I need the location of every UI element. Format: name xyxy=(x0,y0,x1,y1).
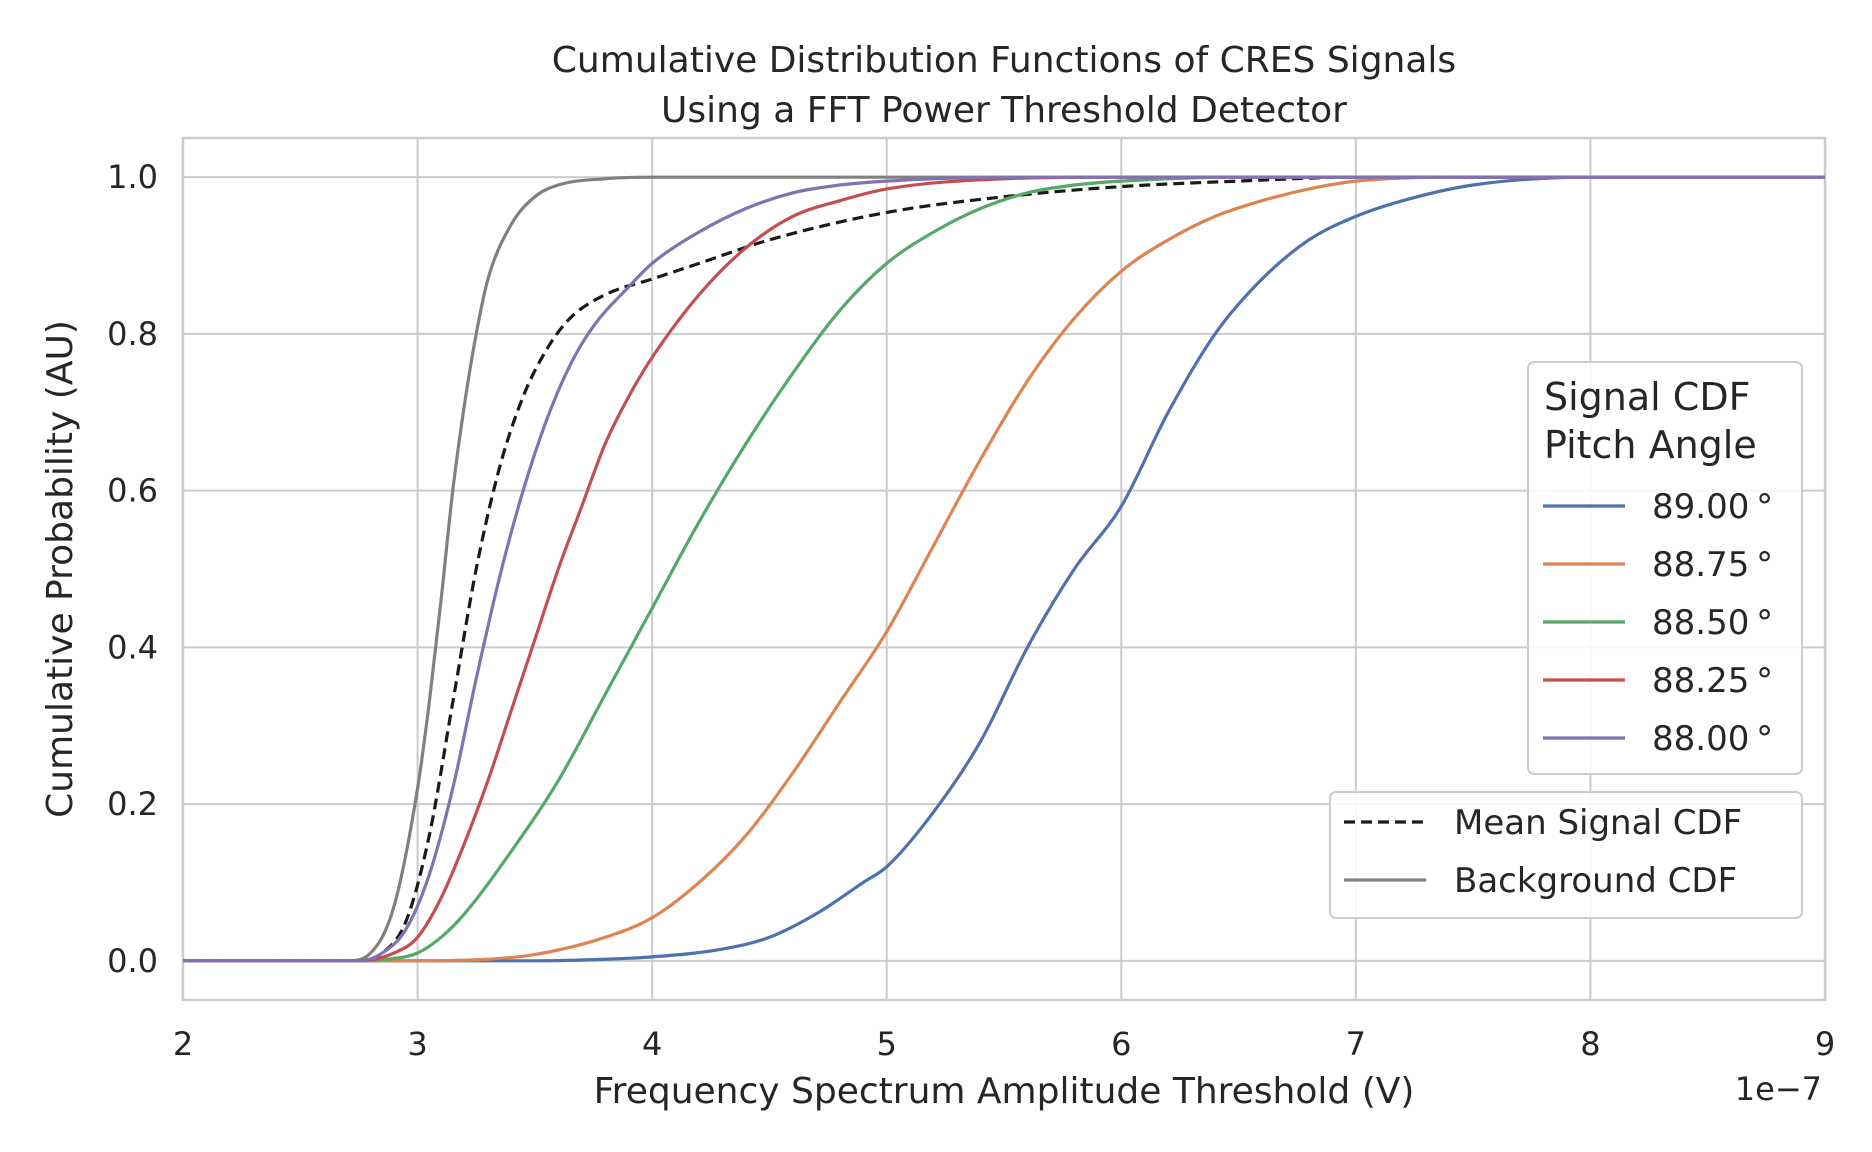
legend-signal-title-line-1: Signal CDF xyxy=(1544,375,1750,419)
legend-signal-entries: 89.00 ° 88.75 ° 88.50 ° 88.25 ° 88.00 ° xyxy=(1543,487,1773,759)
x-tick-label-0: 2 xyxy=(173,1025,193,1063)
series-line-2 xyxy=(183,175,1825,963)
legend-label-1: 88.75 ° xyxy=(1652,545,1773,585)
series-line-1 xyxy=(183,175,1825,963)
legend-summary-entries: Mean Signal CDF Background CDF xyxy=(1344,803,1742,901)
series-line-6 xyxy=(183,175,1825,963)
chart-title-line-1: Cumulative Distribution Functions of CRE… xyxy=(552,40,1456,81)
y-tick-label-4: 0.8 xyxy=(107,315,158,353)
x-axis-label: Frequency Spectrum Amplitude Threshold (… xyxy=(594,1071,1415,1112)
legend-signal-title-line-2: Pitch Angle xyxy=(1544,423,1757,467)
series-line-0 xyxy=(183,175,1825,963)
y-axis-label: Cumulative Probability (AU) xyxy=(40,320,81,818)
y-tick-label-1: 0.2 xyxy=(107,785,158,823)
x-tick-label-1: 3 xyxy=(407,1025,427,1063)
series-line-4 xyxy=(183,175,1825,963)
x-tick-labels: 2 3 4 5 6 7 8 9 xyxy=(173,1025,1835,1063)
legend-label-4: 88.00 ° xyxy=(1652,719,1773,759)
y-tick-labels: 0.0 0.2 0.4 0.6 0.8 1.0 xyxy=(107,158,158,980)
x-tick-label-2: 4 xyxy=(642,1025,662,1063)
y-tick-label-3: 0.6 xyxy=(107,472,158,510)
legend-label-3: 88.25 ° xyxy=(1652,661,1773,701)
legend-signal-frame xyxy=(1527,361,1803,775)
x-tick-label-3: 5 xyxy=(877,1025,897,1063)
x-tick-label-5: 7 xyxy=(1346,1025,1366,1063)
legend-summary-frame xyxy=(1329,791,1803,919)
y-tick-label-2: 0.4 xyxy=(107,628,158,666)
legend-label-0: 89.00 ° xyxy=(1652,487,1773,527)
y-tick-label-5: 1.0 xyxy=(107,158,158,196)
x-tick-label-7: 9 xyxy=(1815,1025,1835,1063)
legend-label-6: Background CDF xyxy=(1454,861,1737,901)
chart-title-line-2: Using a FFT Power Threshold Detector xyxy=(661,90,1347,131)
legend-label-2: 88.50 ° xyxy=(1652,603,1773,643)
legend-summary: Mean Signal CDF Background CDF xyxy=(1329,791,1803,919)
series-lines xyxy=(183,175,1825,963)
series-line-5 xyxy=(183,175,1825,963)
x-offset-label: 1e−7 xyxy=(1735,1070,1822,1108)
legend-label-5: Mean Signal CDF xyxy=(1454,803,1742,843)
x-tick-label-6: 8 xyxy=(1580,1025,1600,1063)
x-tick-label-4: 6 xyxy=(1111,1025,1131,1063)
legend-signal: Signal CDF Pitch Angle 89.00 ° 88.75 ° 88.… xyxy=(1527,361,1803,775)
y-tick-label-0: 0.0 xyxy=(107,942,158,980)
